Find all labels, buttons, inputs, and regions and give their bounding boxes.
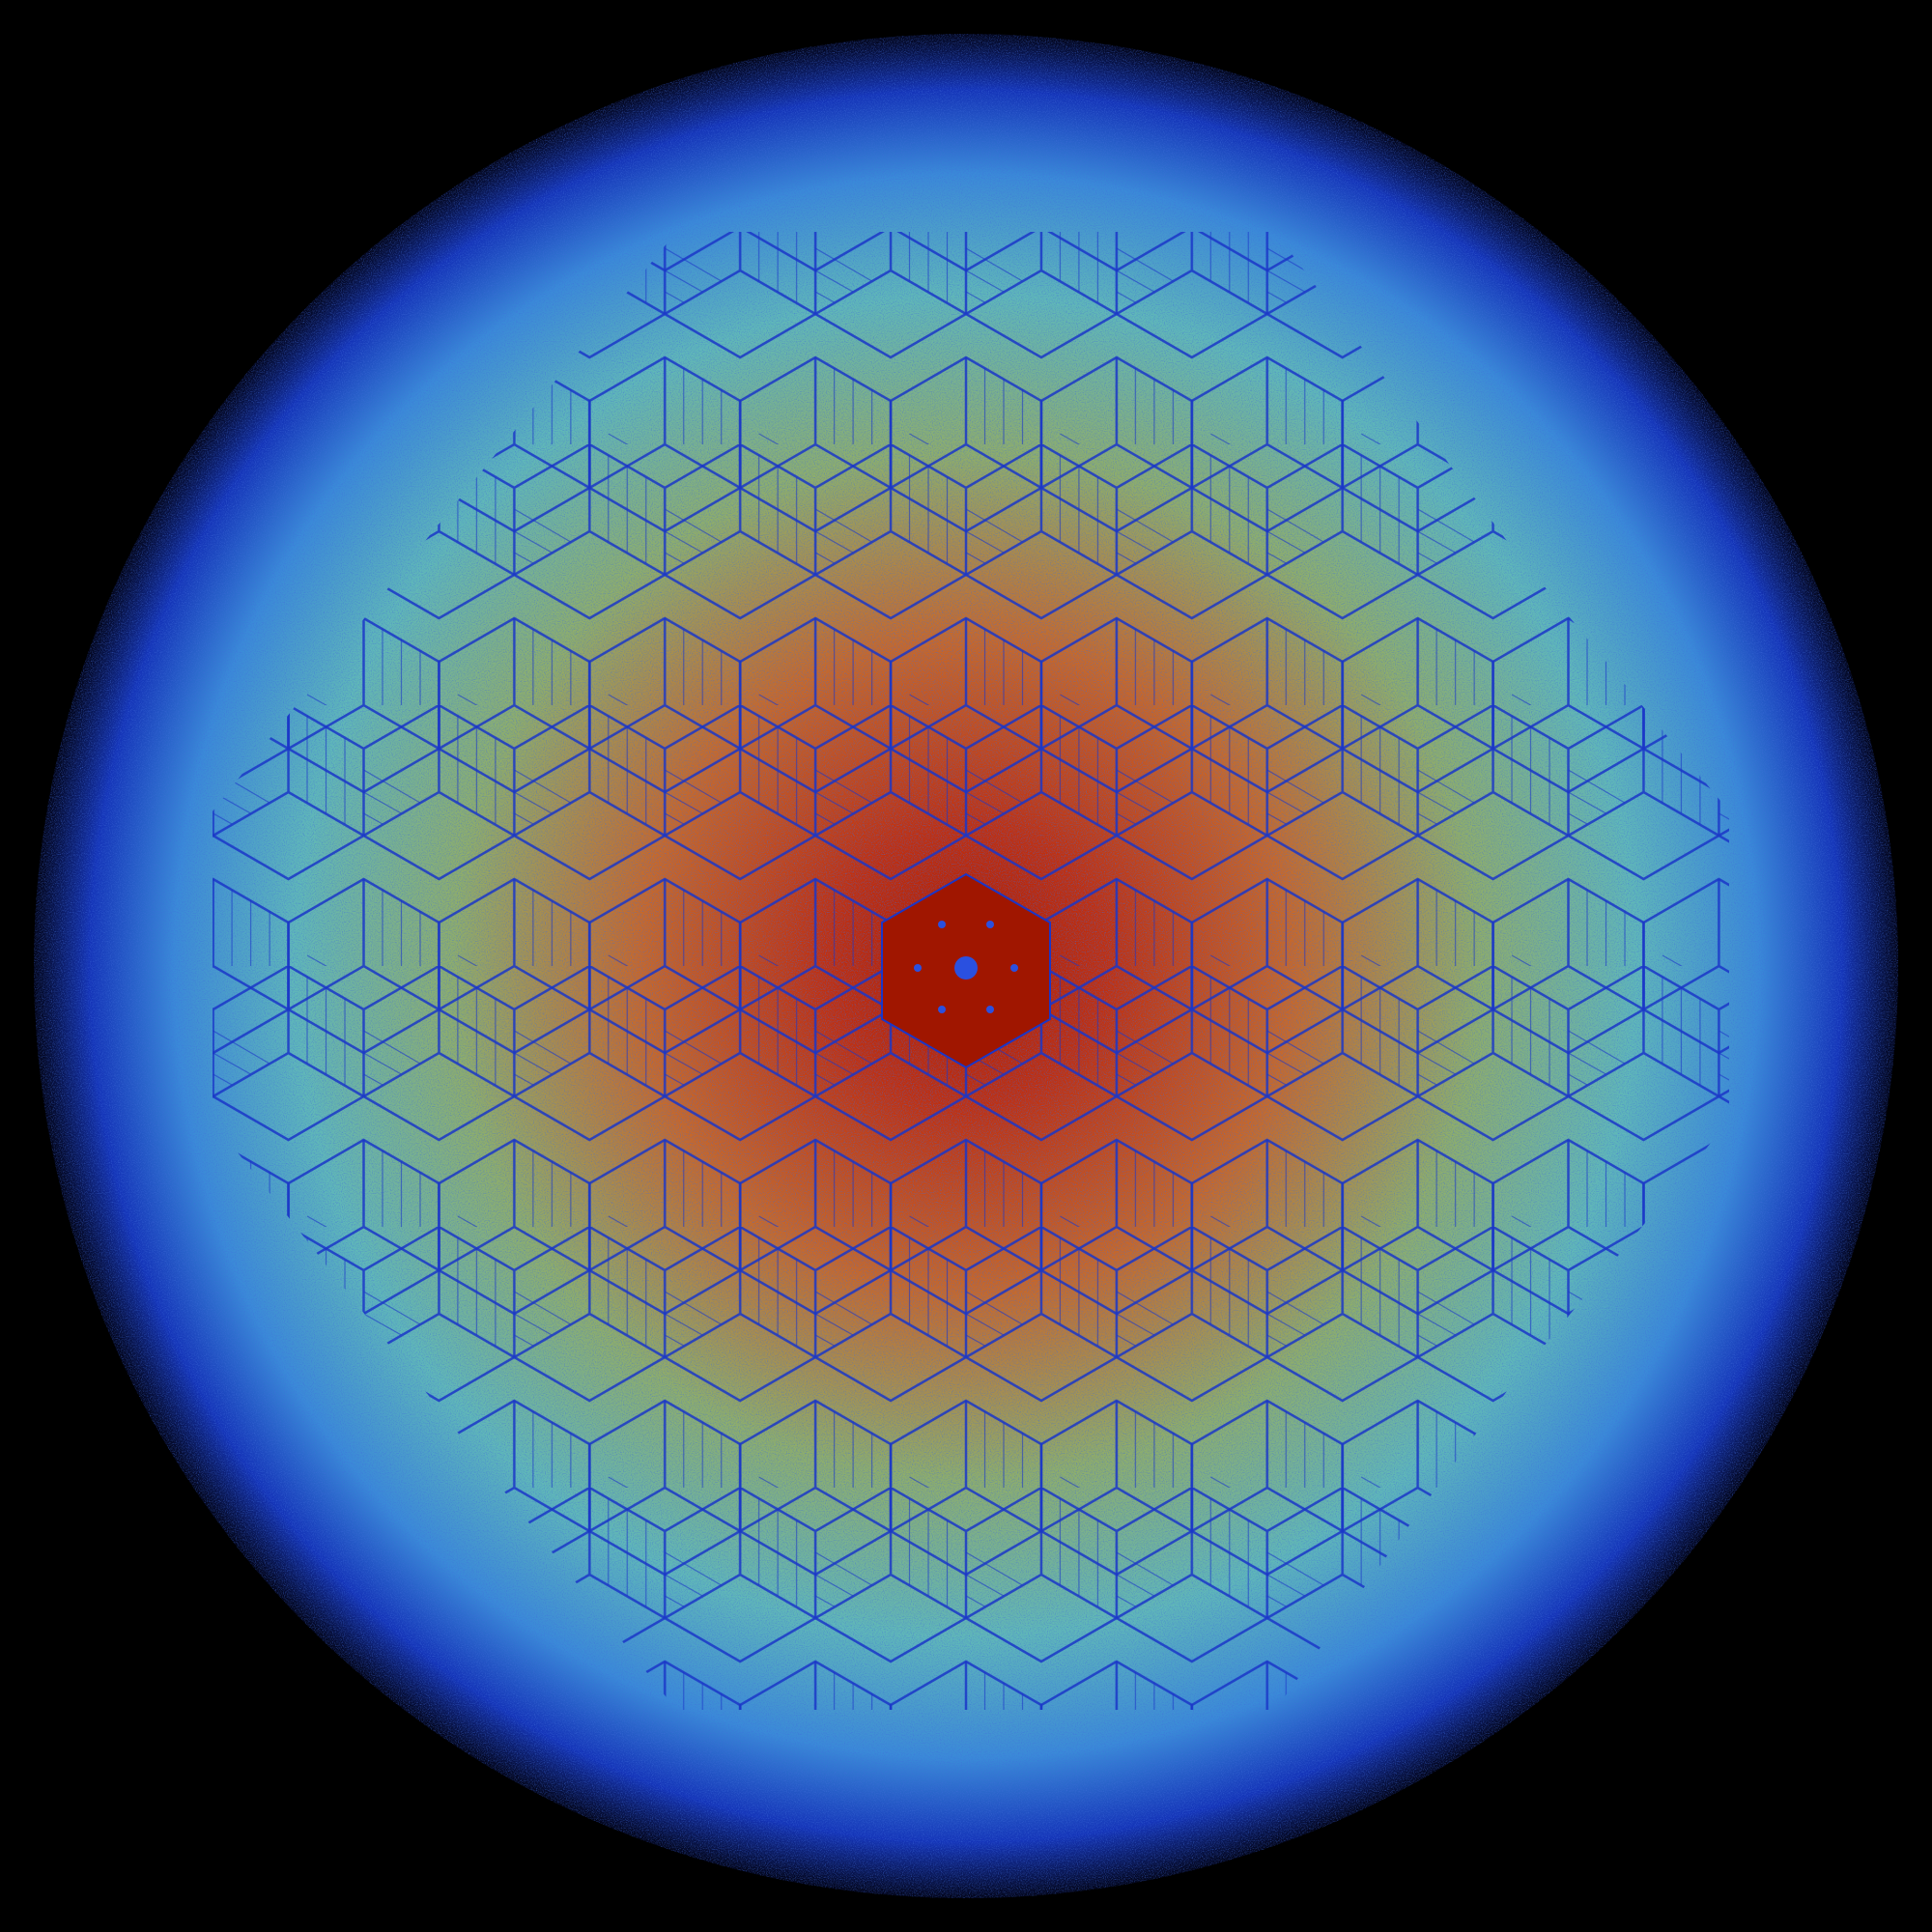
- channel: [986, 921, 994, 928]
- channel: [938, 921, 946, 928]
- channel-ring: [914, 921, 1018, 1013]
- channel: [986, 1006, 994, 1013]
- channel: [914, 964, 922, 972]
- channel: [1010, 964, 1018, 972]
- central-channel: [954, 956, 978, 980]
- channel: [938, 1006, 946, 1013]
